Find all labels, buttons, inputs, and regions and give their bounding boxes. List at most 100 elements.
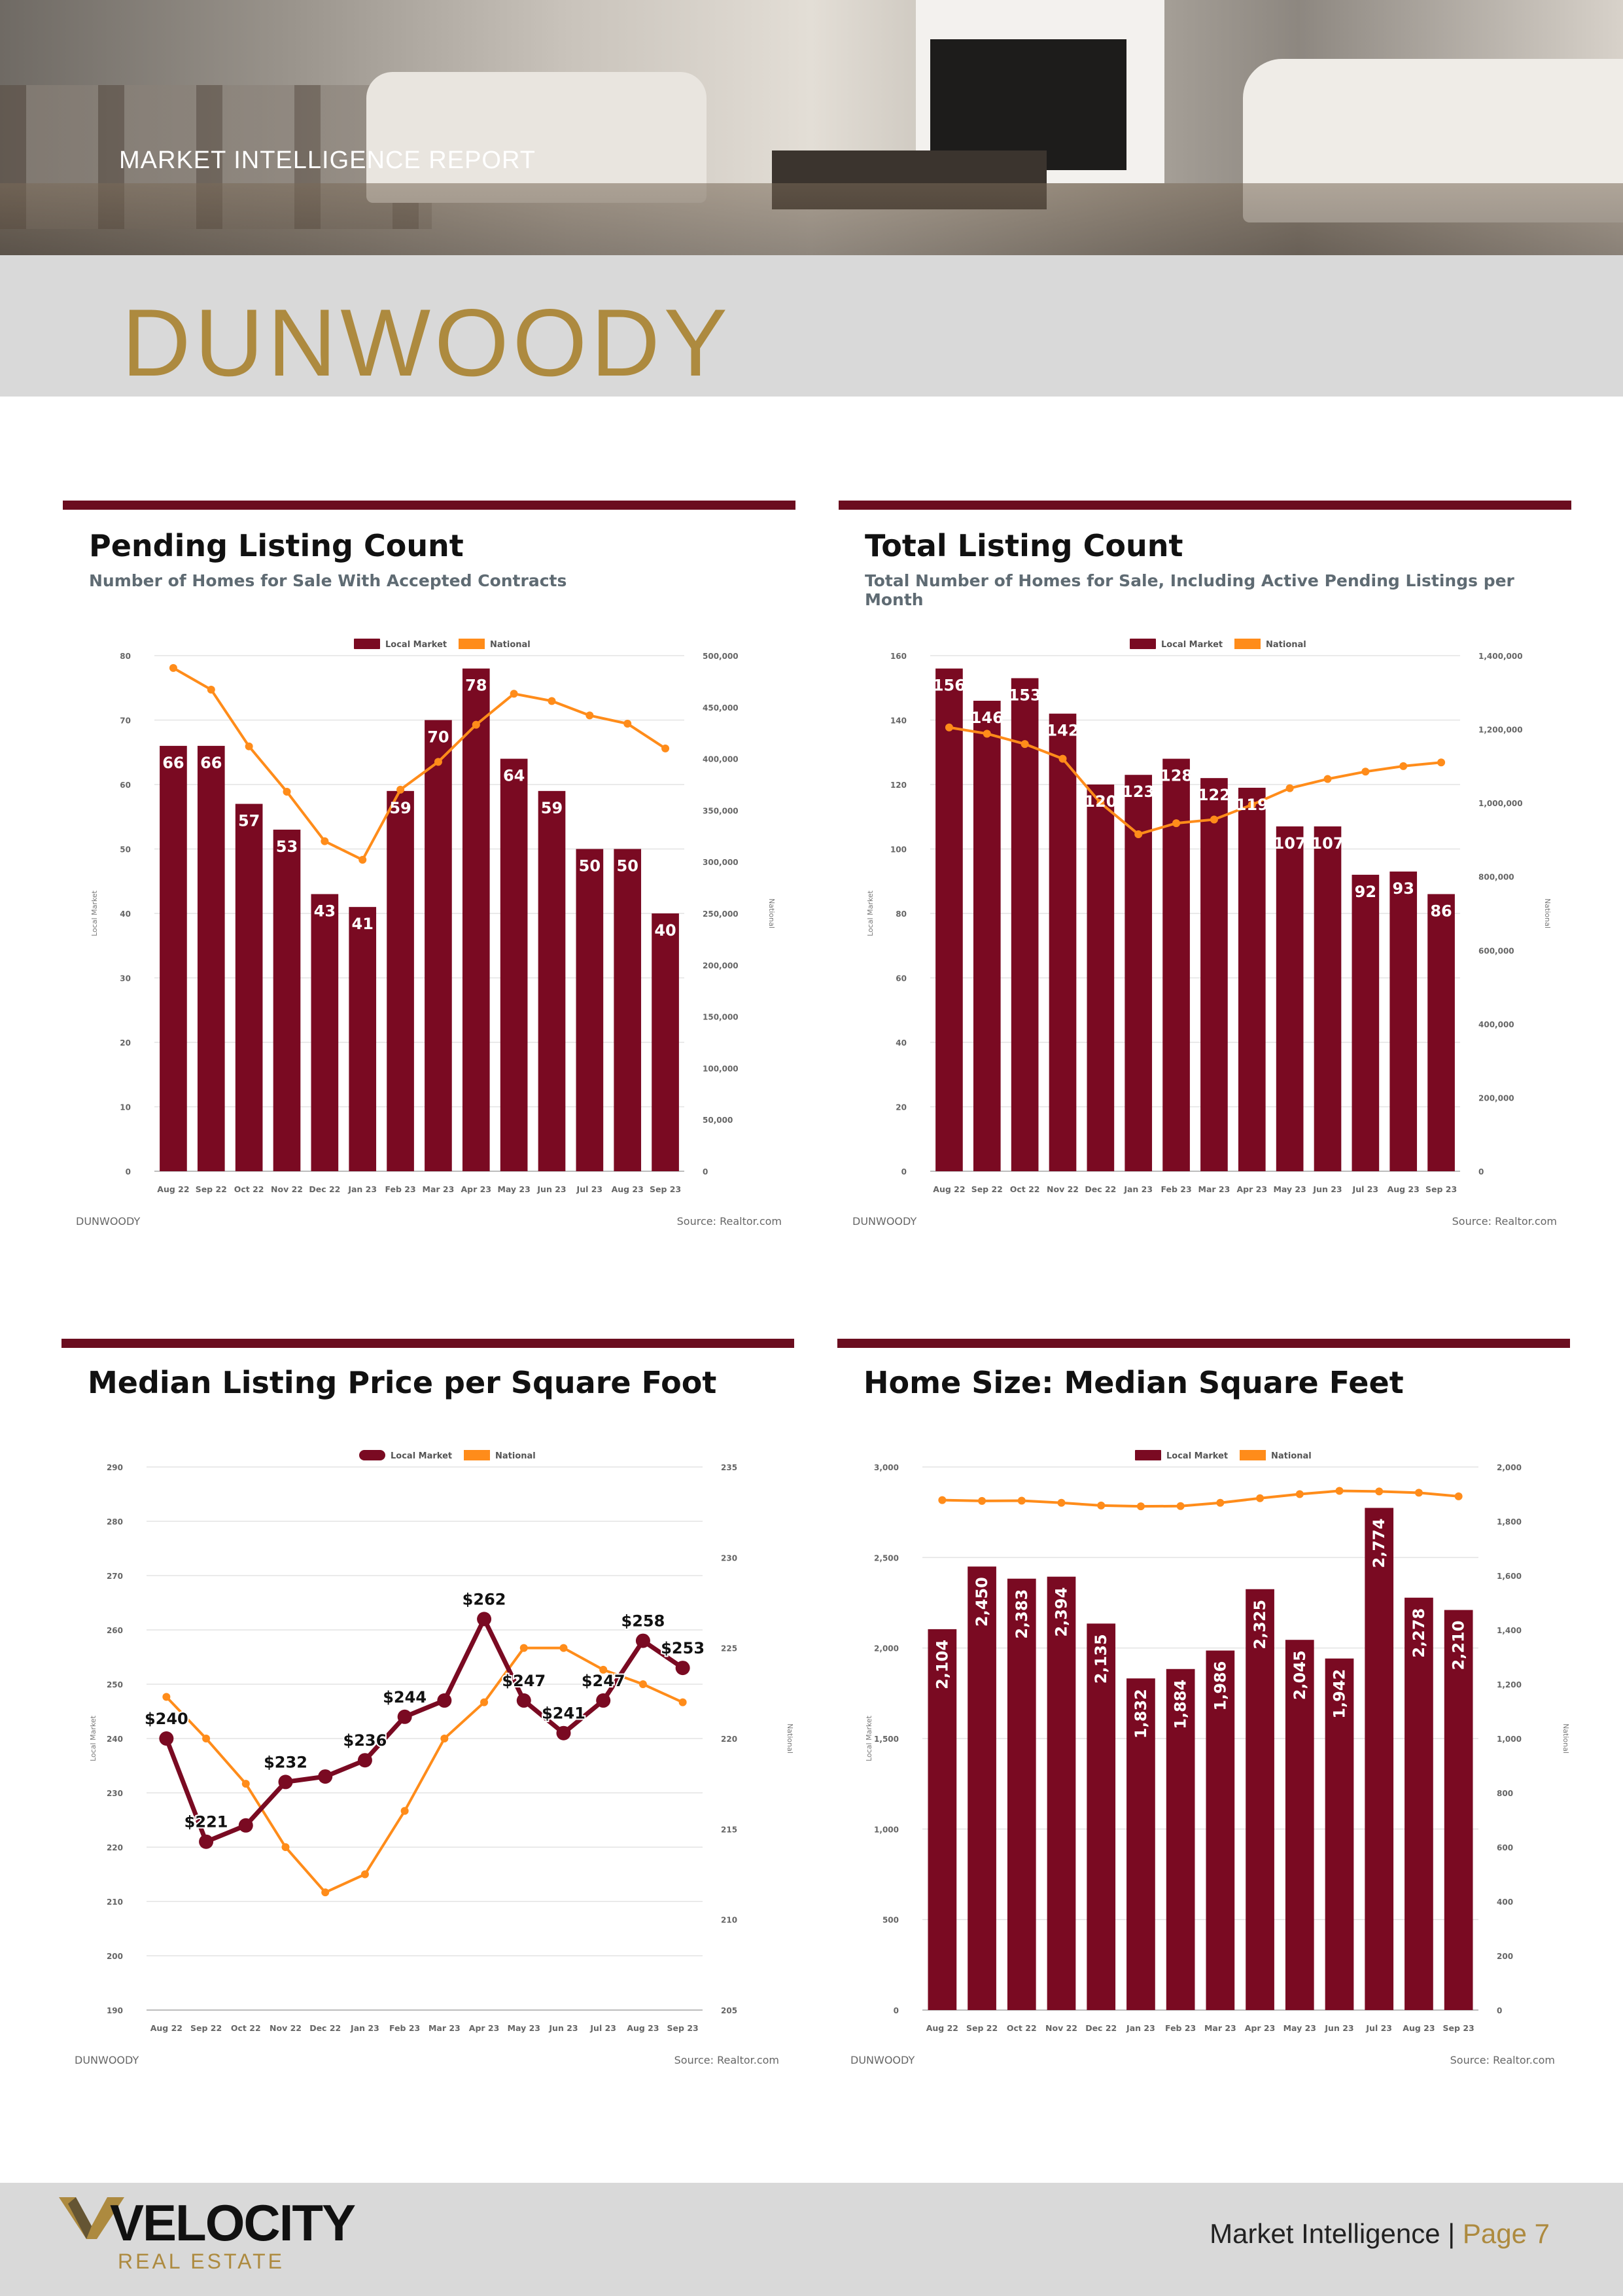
x-axis-tick: Aug 22 bbox=[150, 2023, 183, 2033]
data-label: 1,832 bbox=[1132, 1689, 1150, 1739]
bar-homesize bbox=[1126, 1678, 1155, 2010]
x-axis-tick: Jul 23 bbox=[1352, 1184, 1379, 1194]
data-label: 119 bbox=[1236, 796, 1268, 814]
chart-source: Source: Realtor.com bbox=[676, 1215, 782, 1227]
bar-homesize bbox=[1246, 1589, 1274, 2010]
national-point bbox=[510, 690, 518, 698]
left-axis-tick: 80 bbox=[120, 652, 131, 661]
national-point bbox=[1136, 1502, 1145, 1511]
bar-pending bbox=[273, 829, 301, 1171]
bar-pending bbox=[614, 849, 642, 1171]
x-axis-tick: Jun 23 bbox=[536, 1184, 566, 1194]
national-point bbox=[400, 1807, 409, 1815]
legend-local-swatch bbox=[1135, 1450, 1161, 1460]
bar-homesize bbox=[1007, 1578, 1036, 2010]
right-axis-tick: 220 bbox=[721, 1735, 737, 1744]
national-point bbox=[1021, 740, 1029, 749]
card-accent-bar bbox=[63, 501, 795, 510]
data-label: 78 bbox=[465, 677, 487, 695]
data-label: $240 bbox=[145, 1710, 188, 1728]
x-axis-tick: Mar 23 bbox=[423, 1184, 455, 1194]
data-label: 50 bbox=[617, 857, 638, 875]
right-axis-tick: 150,000 bbox=[703, 1013, 739, 1022]
national-line bbox=[172, 667, 667, 862]
data-label: 120 bbox=[1084, 792, 1117, 811]
bar-pending bbox=[652, 913, 679, 1171]
local-point bbox=[238, 1818, 253, 1833]
data-label: 153 bbox=[1009, 686, 1041, 704]
left-axis-tick: 210 bbox=[107, 1898, 123, 1907]
left-axis-tick: 200 bbox=[107, 1952, 123, 1961]
x-axis-tick: Jun 23 bbox=[1324, 2023, 1353, 2033]
x-axis-tick: Aug 22 bbox=[926, 2023, 958, 2033]
card-subtitle: Total Number of Homes for Sale, Includin… bbox=[865, 571, 1514, 609]
legend-national-label: National bbox=[1266, 640, 1306, 650]
left-axis-tick: 230 bbox=[107, 1789, 123, 1798]
bar-total bbox=[1314, 826, 1342, 1171]
card-title: Median Listing Price per Square Foot bbox=[88, 1365, 717, 1400]
left-axis-tick: 70 bbox=[120, 716, 131, 726]
local-point bbox=[635, 1633, 650, 1648]
right-axis-tick: 500,000 bbox=[703, 652, 739, 661]
chart-footer-left: DUNWOODY bbox=[852, 1215, 917, 1227]
right-axis-tick: 250,000 bbox=[703, 910, 739, 919]
bar-pending bbox=[500, 758, 528, 1171]
right-axis-tick: 215 bbox=[721, 1825, 737, 1834]
bar-homesize bbox=[928, 1629, 957, 2010]
bar-total bbox=[1125, 775, 1153, 1171]
legend-national-label: National bbox=[490, 640, 531, 650]
bar-total bbox=[1011, 678, 1039, 1171]
x-axis-tick: Nov 22 bbox=[270, 2023, 302, 2033]
legend-local-swatch bbox=[359, 1450, 385, 1460]
city-title: DUNWOODY bbox=[122, 289, 732, 396]
national-point bbox=[162, 1693, 171, 1701]
data-label: 57 bbox=[238, 812, 260, 830]
legend-national-swatch bbox=[464, 1450, 490, 1460]
local-point bbox=[199, 1834, 214, 1849]
data-label: 146 bbox=[971, 709, 1003, 727]
data-label: 123 bbox=[1122, 783, 1155, 801]
national-point bbox=[1256, 1494, 1265, 1502]
data-label: 41 bbox=[352, 915, 374, 933]
x-axis-tick: Nov 22 bbox=[1047, 1184, 1079, 1194]
report-label: MARKET INTELLIGENCE REPORT bbox=[119, 147, 536, 174]
bar-total bbox=[1200, 778, 1228, 1171]
national-point bbox=[1210, 815, 1218, 824]
data-label: 93 bbox=[1393, 879, 1414, 898]
x-axis-tick: Mar 23 bbox=[428, 2023, 461, 2033]
right-axis-tick: 1,200 bbox=[1497, 1680, 1522, 1689]
bar-pending bbox=[197, 745, 225, 1171]
left-axis-tick: 10 bbox=[120, 1103, 131, 1112]
right-axis-title: National bbox=[767, 898, 776, 928]
x-axis-tick: Aug 23 bbox=[627, 2023, 659, 2033]
data-label: 2,394 bbox=[1053, 1587, 1071, 1637]
right-axis-tick: 400,000 bbox=[1478, 1020, 1514, 1029]
data-label: 1,884 bbox=[1172, 1680, 1190, 1729]
data-label: $221 bbox=[184, 1813, 228, 1831]
card-accent-bar bbox=[837, 1339, 1570, 1348]
bar-total bbox=[1049, 713, 1077, 1171]
bar-homesize bbox=[1444, 1610, 1473, 2010]
bar-total bbox=[973, 700, 1001, 1171]
logo-subtitle: REAL ESTATE bbox=[118, 2250, 285, 2273]
card-subtitle: Number of Homes for Sale With Accepted C… bbox=[89, 571, 567, 590]
national-point bbox=[241, 1780, 250, 1788]
national-point bbox=[1295, 1490, 1304, 1498]
data-label: 2,774 bbox=[1370, 1519, 1388, 1568]
right-axis-title: National bbox=[786, 1723, 794, 1754]
national-point bbox=[1437, 758, 1446, 767]
data-label: 107 bbox=[1274, 834, 1306, 853]
chart-source: Source: Realtor.com bbox=[674, 2054, 779, 2066]
bar-total bbox=[1352, 874, 1380, 1171]
left-axis-tick: 190 bbox=[107, 2006, 123, 2015]
bar-homesize bbox=[968, 1566, 996, 2010]
national-point bbox=[360, 1870, 369, 1879]
price-per-sqft-card: Median Listing Price per Square Foot bbox=[61, 1339, 794, 1679]
bar-homesize bbox=[1285, 1640, 1314, 2010]
national-point bbox=[599, 1665, 608, 1674]
legend-national-swatch bbox=[1240, 1450, 1266, 1460]
x-axis-tick: Jan 23 bbox=[347, 1184, 377, 1194]
x-axis-tick: Jun 23 bbox=[548, 2023, 578, 2033]
local-point bbox=[437, 1693, 452, 1708]
chart-source: Source: Realtor.com bbox=[1450, 2054, 1555, 2066]
